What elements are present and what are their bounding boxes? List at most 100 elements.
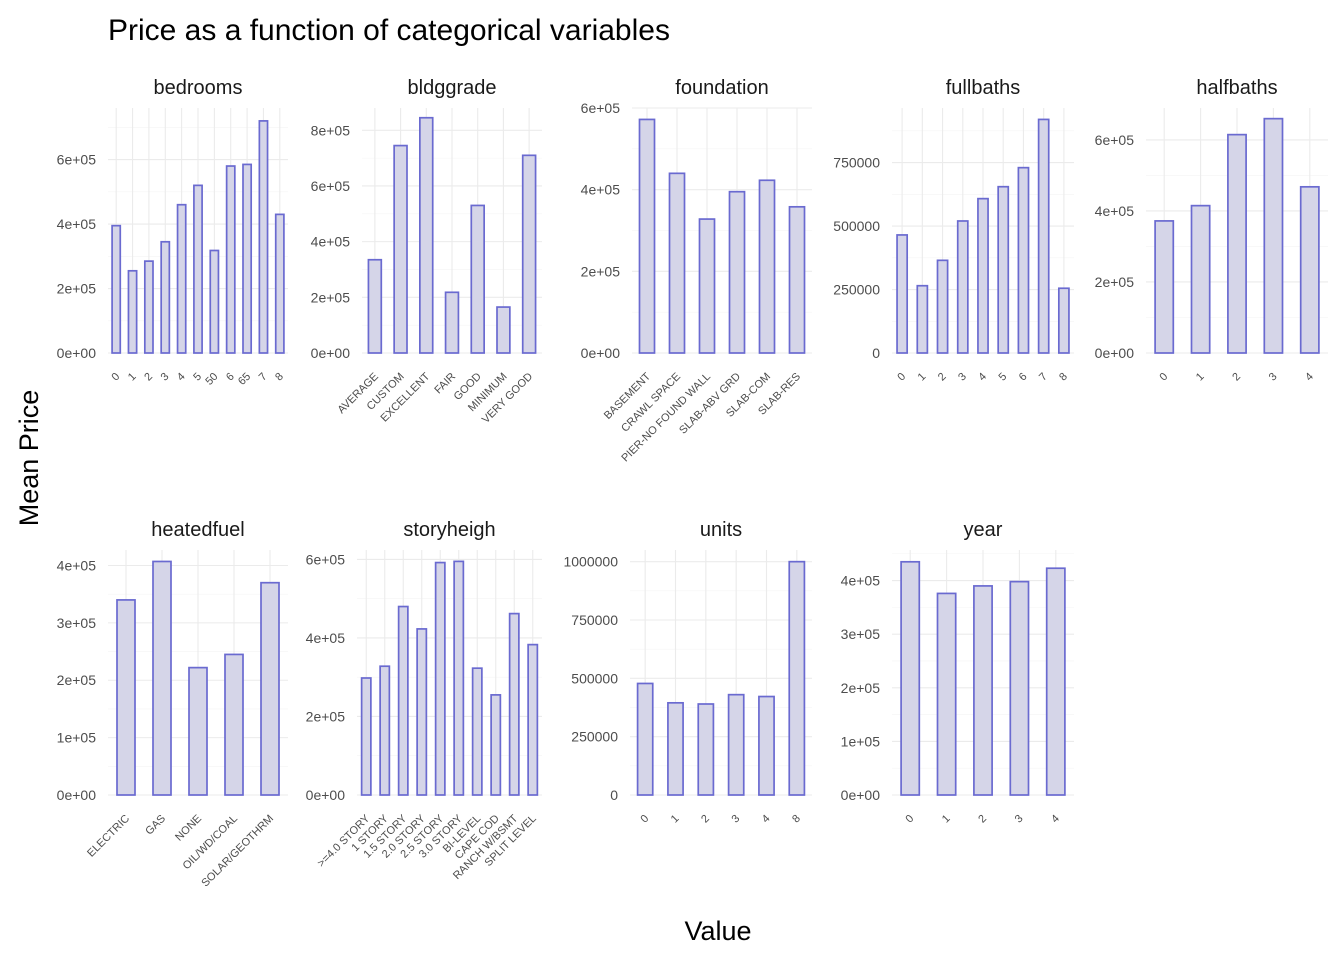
x-tick-label: 2: [936, 371, 949, 384]
x-tick-label: 3: [729, 813, 742, 826]
y-tick-label: 2e+05: [841, 680, 881, 696]
x-tick-label: 2: [699, 813, 712, 826]
bar-halfbaths-2: [1227, 133, 1247, 354]
bar-fullbaths-5: [997, 185, 1010, 354]
y-tick-label: 4e+05: [57, 557, 97, 573]
x-tick-label: 4: [1303, 371, 1316, 384]
bar-heatedfuel-SOLAR/GEOTHRM: [260, 581, 280, 796]
y-tick-label: 6e+05: [57, 152, 97, 168]
y-tick-label: 0: [872, 345, 880, 361]
y-tick-label: 4e+05: [581, 182, 621, 198]
bar-storyheigh-2.5 STORY: [434, 561, 446, 796]
bar-fullbaths-6: [1017, 166, 1030, 354]
bar-units-1: [667, 701, 684, 796]
bar-bldggrade-CUSTOM: [393, 144, 408, 354]
y-tick-label: 2e+05: [306, 708, 346, 724]
bar-foundation-CRAWL SPACE: [668, 172, 686, 354]
bar-bedrooms-1: [127, 269, 138, 354]
y-tick-label: 6e+05: [581, 100, 621, 116]
x-tick-label: 6: [224, 371, 237, 384]
bar-units-4: [758, 695, 775, 796]
bar-halfbaths-1: [1190, 204, 1211, 354]
bar-foundation-SLAB-ABV GRD: [728, 190, 746, 354]
x-tick-label: 8: [273, 371, 286, 384]
bar-units-2: [697, 703, 715, 796]
y-tick-label: 0: [610, 787, 618, 803]
bar-bedrooms-50: [209, 249, 220, 354]
x-tick-label: 4: [1049, 813, 1062, 826]
bar-storyheigh-SPLIT LEVEL: [527, 643, 539, 796]
facet-title: units: [700, 519, 742, 541]
bar-heatedfuel-OIL/WD/COAL: [224, 653, 244, 796]
x-tick-label: 4: [976, 371, 989, 384]
bar-bedrooms-4: [176, 203, 187, 354]
facet-title: year: [964, 519, 1003, 541]
bar-bedrooms-0: [111, 224, 122, 354]
y-tick-label: 8e+05: [311, 122, 351, 138]
y-tick-label: 0e+00: [1095, 345, 1135, 361]
bar-year-1: [936, 592, 957, 796]
bar-year-0: [900, 560, 921, 796]
y-tick-label: 3e+05: [841, 626, 881, 642]
facet-title: foundation: [675, 77, 768, 99]
facet-title: bldggrade: [408, 77, 497, 99]
y-tick-label: 500000: [833, 218, 880, 234]
bar-storyheigh-1.5 STORY: [397, 605, 409, 796]
bar-bedrooms-2: [143, 260, 154, 354]
bar-storyheigh-3.0 STORY: [453, 560, 465, 796]
x-tick-label: SOLAR/GEOTHRM: [199, 813, 276, 890]
y-tick-label: 2e+05: [581, 263, 621, 279]
bar-heatedfuel-NONE: [188, 666, 208, 796]
bar-bldggrade-FAIR: [444, 291, 460, 354]
y-axis-title: Mean Price: [14, 390, 44, 527]
facet-title: halfbaths: [1196, 77, 1277, 99]
y-tick-label: 2e+05: [57, 281, 97, 297]
facet-title: storyheigh: [403, 519, 495, 541]
y-tick-label: 4e+05: [841, 573, 881, 589]
y-tick-label: 0e+00: [57, 787, 97, 803]
y-tick-label: 0e+00: [841, 787, 881, 803]
y-tick-label: 0e+00: [57, 345, 97, 361]
x-tick-label: ELECTRIC: [85, 813, 132, 860]
bar-heatedfuel-GAS: [152, 560, 172, 796]
x-tick-label: 65: [236, 371, 253, 388]
bar-year-2: [973, 585, 993, 796]
x-tick-label: 0: [895, 371, 908, 384]
bar-halfbaths-0: [1154, 220, 1175, 354]
bar-fullbaths-3: [956, 220, 969, 354]
bar-fullbaths-7: [1037, 118, 1050, 354]
x-tick-label: 7: [1037, 371, 1050, 384]
x-axis-title: Value: [684, 916, 751, 946]
x-tick-label: 3: [956, 371, 969, 384]
y-tick-label: 2e+05: [1095, 274, 1135, 290]
bar-storyheigh-2.0 STORY: [416, 628, 428, 796]
y-tick-label: 1e+05: [841, 733, 881, 749]
x-tick-label: 0: [904, 813, 917, 826]
x-tick-label: 1: [669, 813, 682, 826]
y-tick-label: 0e+00: [311, 345, 351, 361]
x-tick-label: 0: [109, 371, 122, 384]
bar-units-3: [727, 693, 745, 796]
bar-bedrooms-65: [242, 163, 253, 354]
bar-bldggrade-EXCELLENT: [419, 116, 434, 354]
x-tick-label: 3: [1267, 371, 1280, 384]
y-tick-label: 6e+05: [306, 551, 346, 567]
y-tick-label: 4e+05: [311, 234, 351, 250]
bar-storyheigh-BI-LEVEL: [471, 667, 483, 796]
y-tick-label: 6e+05: [1095, 132, 1135, 148]
x-tick-label: 1: [916, 371, 929, 384]
x-tick-label: 0: [638, 813, 651, 826]
x-tick-label: 1: [126, 371, 139, 384]
bar-year-3: [1009, 580, 1030, 796]
bar-bedrooms-6: [225, 165, 236, 354]
panel-heatedfuel: 0e+00 1e+05 2e+05 3e+05 4e+05 ELECTRIC GAS NONE…: [57, 519, 288, 889]
x-tick-label: 8: [1057, 371, 1070, 384]
y-tick-label: 0e+00: [581, 345, 621, 361]
y-tick-label: 4e+05: [1095, 203, 1135, 219]
bar-fullbaths-0: [896, 234, 909, 354]
bar-storyheigh-CAPE COD: [490, 694, 502, 796]
bar-foundation-SLAB-COM: [758, 179, 776, 354]
